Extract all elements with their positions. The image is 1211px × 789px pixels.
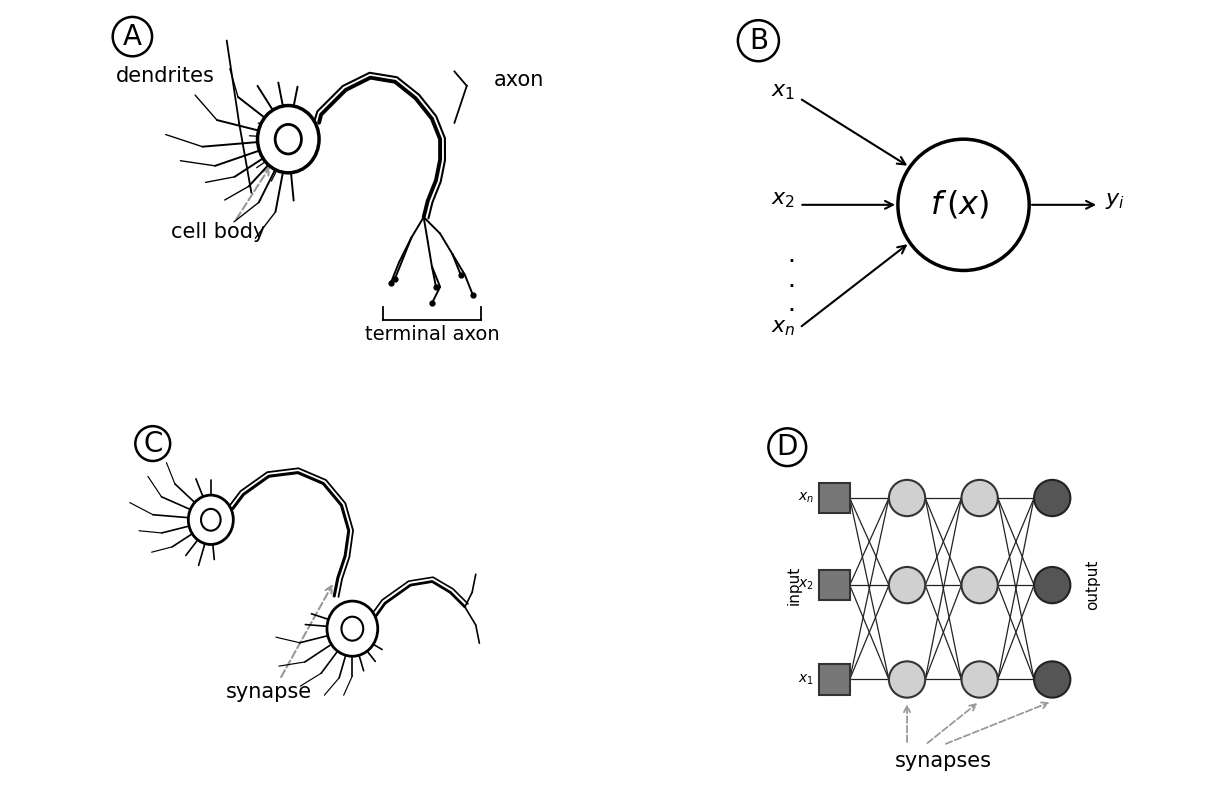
- Ellipse shape: [342, 617, 363, 641]
- Circle shape: [897, 139, 1029, 271]
- Text: C: C: [143, 429, 162, 458]
- Bar: [819, 570, 850, 600]
- Ellipse shape: [201, 509, 220, 531]
- Text: cell body: cell body: [171, 222, 265, 241]
- Circle shape: [1034, 567, 1071, 604]
- Text: B: B: [748, 27, 768, 54]
- Text: ·: ·: [787, 300, 796, 323]
- Text: D: D: [776, 433, 798, 462]
- Text: ·: ·: [787, 275, 796, 299]
- Text: axon: axon: [493, 70, 544, 90]
- Text: synapses: synapses: [895, 750, 992, 771]
- Circle shape: [962, 480, 998, 516]
- Ellipse shape: [275, 125, 302, 154]
- Circle shape: [962, 661, 998, 697]
- Text: $x_2$: $x_2$: [798, 578, 814, 593]
- Text: $x_n$: $x_n$: [798, 491, 814, 505]
- Text: $y_i$: $y_i$: [1106, 189, 1125, 211]
- Text: A: A: [122, 23, 142, 50]
- Bar: [819, 664, 850, 695]
- Text: terminal axon: terminal axon: [365, 325, 499, 344]
- Text: dendrites: dendrites: [116, 65, 214, 86]
- Ellipse shape: [327, 601, 378, 656]
- Text: $f\,(x)$: $f\,(x)$: [930, 189, 989, 221]
- Text: $x_n$: $x_n$: [771, 316, 796, 338]
- Ellipse shape: [188, 495, 234, 544]
- Text: input: input: [787, 566, 802, 604]
- Circle shape: [1034, 480, 1071, 516]
- Text: output: output: [1085, 560, 1100, 611]
- Text: $x_1$: $x_1$: [798, 672, 814, 686]
- Ellipse shape: [258, 106, 318, 173]
- Circle shape: [1034, 661, 1071, 697]
- Text: ·: ·: [787, 250, 796, 275]
- Circle shape: [962, 567, 998, 604]
- Text: $x_1$: $x_1$: [771, 80, 796, 102]
- Circle shape: [889, 480, 925, 516]
- Circle shape: [889, 567, 925, 604]
- Circle shape: [889, 661, 925, 697]
- Text: $x_2$: $x_2$: [771, 189, 796, 211]
- Text: synapse: synapse: [225, 682, 312, 701]
- Bar: [819, 483, 850, 514]
